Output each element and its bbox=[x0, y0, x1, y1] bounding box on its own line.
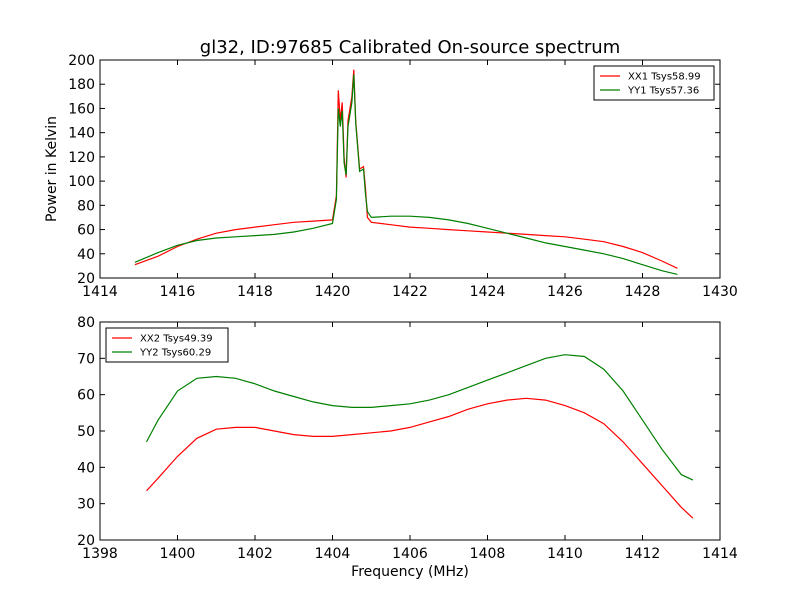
x-tick-label: 1404 bbox=[315, 546, 351, 562]
x-tick-label: 1418 bbox=[237, 284, 273, 300]
x-tick-label: 1408 bbox=[470, 546, 506, 562]
bottom-panel: 1398 1400 1402 1404 1406 1408 1410 1412 1414 20 30… bbox=[77, 315, 738, 580]
x-axis-label: Frequency (MHz) bbox=[351, 564, 469, 580]
x-tick-label: 1398 bbox=[82, 546, 118, 562]
x-tick-label: 1414 bbox=[82, 284, 118, 300]
x-tick-label: 1426 bbox=[547, 284, 583, 300]
y-tick-label: 40 bbox=[77, 247, 95, 263]
y-tick-label: 70 bbox=[77, 351, 95, 367]
legend-entry: XX2 Tsys49.39 bbox=[140, 334, 213, 345]
x-tick-label: 1406 bbox=[392, 546, 428, 562]
y-tick-label: 20 bbox=[77, 533, 95, 549]
x-tick-label: 1410 bbox=[547, 546, 583, 562]
legend-entry: XX1 Tsys58.99 bbox=[628, 72, 701, 83]
series-line-2-2 bbox=[145, 354, 694, 481]
y-tick-label: 50 bbox=[77, 424, 95, 440]
x-tick-label: 1420 bbox=[315, 284, 351, 300]
x-tick-label: 1412 bbox=[625, 546, 661, 562]
chart-title: gl32, ID:97685 Calibrated On-source spec… bbox=[200, 37, 620, 58]
y-tick-label: 20 bbox=[77, 271, 95, 287]
legend-entry: YY2 Tsys60.29 bbox=[139, 348, 211, 359]
x-tick-label: 1422 bbox=[392, 284, 428, 300]
y-tick-label: 40 bbox=[77, 460, 95, 476]
legend-box bbox=[593, 65, 715, 101]
legend-box bbox=[105, 327, 229, 363]
x-tick-label: 1400 bbox=[160, 546, 196, 562]
series-line-1-2 bbox=[134, 74, 678, 275]
y-tick-label: 80 bbox=[77, 198, 95, 214]
y-tick-label: 60 bbox=[77, 223, 95, 239]
y-tick-label: 180 bbox=[68, 77, 95, 93]
top-panel: 1414 1416 1418 1420 1422 1424 1426 1428 1430 20 40… bbox=[44, 53, 738, 300]
y-tick-label: 80 bbox=[77, 315, 95, 331]
x-tick-label: 1414 bbox=[702, 546, 738, 562]
x-tick-label: 1428 bbox=[625, 284, 661, 300]
legend: XX1 Tsys58.99 YY1 Tsys57.36 bbox=[593, 65, 715, 101]
y-tick-label: 200 bbox=[68, 53, 95, 69]
legend: XX2 Tsys49.39 YY2 Tsys60.29 bbox=[105, 327, 229, 363]
y-tick-label: 100 bbox=[68, 174, 95, 190]
y-tick-label: 120 bbox=[68, 150, 95, 166]
x-tick-label: 1430 bbox=[702, 284, 738, 300]
series-line-2-1 bbox=[146, 397, 694, 519]
legend-entry: YY1 Tsys57.36 bbox=[627, 86, 699, 97]
y-tick-label: 60 bbox=[77, 388, 95, 404]
y-tick-label: 160 bbox=[68, 101, 95, 117]
y-tick-label: 30 bbox=[77, 497, 95, 513]
x-tick-label: 1402 bbox=[237, 546, 273, 562]
x-tick-label: 1416 bbox=[160, 284, 196, 300]
x-tick-label: 1424 bbox=[470, 284, 506, 300]
y-axis-label: Power in Kelvin bbox=[44, 116, 60, 222]
y-tick-label: 140 bbox=[68, 126, 95, 142]
